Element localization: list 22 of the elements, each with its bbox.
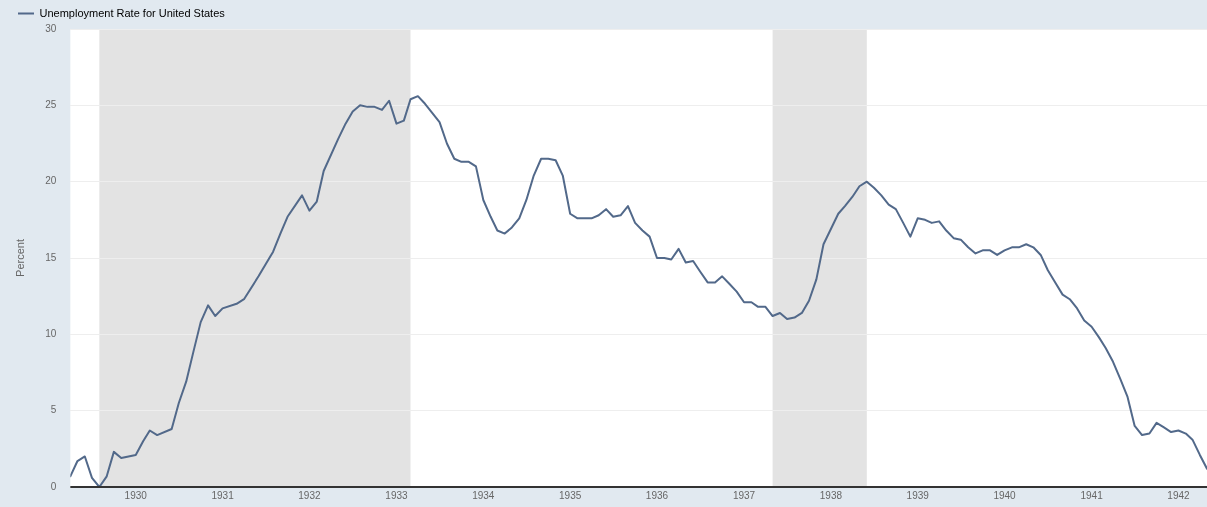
y-tick-label: 0: [50, 480, 57, 492]
y-tick-label: 30: [45, 22, 57, 34]
x-tick-label: 1936: [645, 489, 669, 501]
x-tick-label: 1942: [1167, 489, 1191, 501]
x-tick-label: 1932: [298, 489, 321, 501]
y-tick-label: 20: [45, 175, 57, 187]
legend-label: Unemployment Rate for United States: [39, 6, 226, 19]
x-tick-label: 1935: [559, 489, 582, 501]
x-tick-label: 1937: [732, 489, 756, 501]
x-tick-label: 1931: [211, 489, 235, 501]
y-tick-label: 10: [45, 328, 57, 340]
x-tick-label: 1934: [472, 489, 495, 501]
x-tick-label: 1940: [993, 489, 1017, 501]
x-tick-label: 1941: [1080, 489, 1104, 501]
y-tick-label: 5: [50, 404, 57, 416]
y-axis-title: Percent: [13, 239, 26, 277]
x-tick-label: 1938: [819, 489, 843, 501]
y-tick-label: 25: [45, 99, 57, 111]
x-tick-label: 1930: [124, 489, 148, 501]
x-tick-label: 1939: [906, 489, 930, 501]
y-tick-label: 15: [45, 251, 57, 263]
x-tick-label: 1933: [385, 489, 409, 501]
